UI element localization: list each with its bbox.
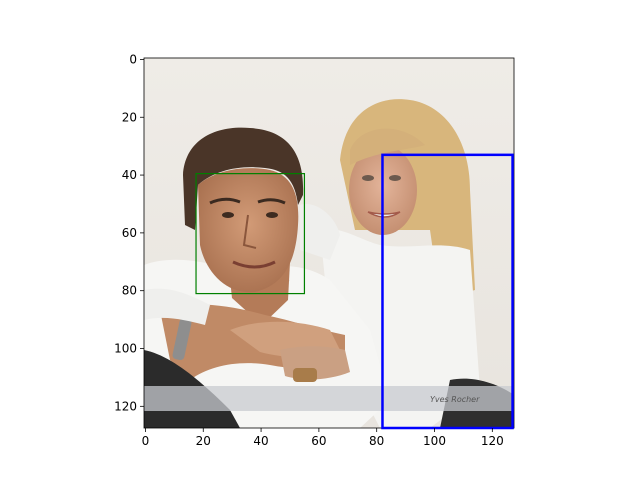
y-tick-label: 20 <box>122 110 137 124</box>
watermark-band <box>144 386 514 411</box>
watch <box>172 317 192 361</box>
watermark-text: Yves Rocher <box>430 395 480 404</box>
y-tick-label: 100 <box>114 342 137 356</box>
photo: Yves Rocher <box>144 58 514 428</box>
bounding-boxes <box>195 153 514 430</box>
y-tick-label: 120 <box>114 399 137 413</box>
x-tick-label: 20 <box>196 434 211 448</box>
y-tick-label: 40 <box>122 168 137 182</box>
y-tick-label: 80 <box>122 284 137 298</box>
x-tick-label: 60 <box>311 434 326 448</box>
axes-frame <box>143 57 515 429</box>
bracelet <box>293 368 317 382</box>
x-axis: 0 20 40 60 80 100 120 <box>142 428 504 448</box>
y-tick-label: 60 <box>122 226 137 240</box>
blue-box <box>381 153 514 430</box>
x-tick-label: 100 <box>423 434 446 448</box>
x-tick-label: 40 <box>253 434 268 448</box>
green-box <box>195 173 306 295</box>
y-tick-label: 0 <box>129 52 137 66</box>
x-tick-label: 0 <box>142 434 150 448</box>
y-axis: 0 20 40 60 80 100 120 <box>114 52 144 413</box>
x-tick-label: 80 <box>369 434 384 448</box>
x-tick-label: 120 <box>481 434 504 448</box>
man-hair <box>183 127 304 230</box>
